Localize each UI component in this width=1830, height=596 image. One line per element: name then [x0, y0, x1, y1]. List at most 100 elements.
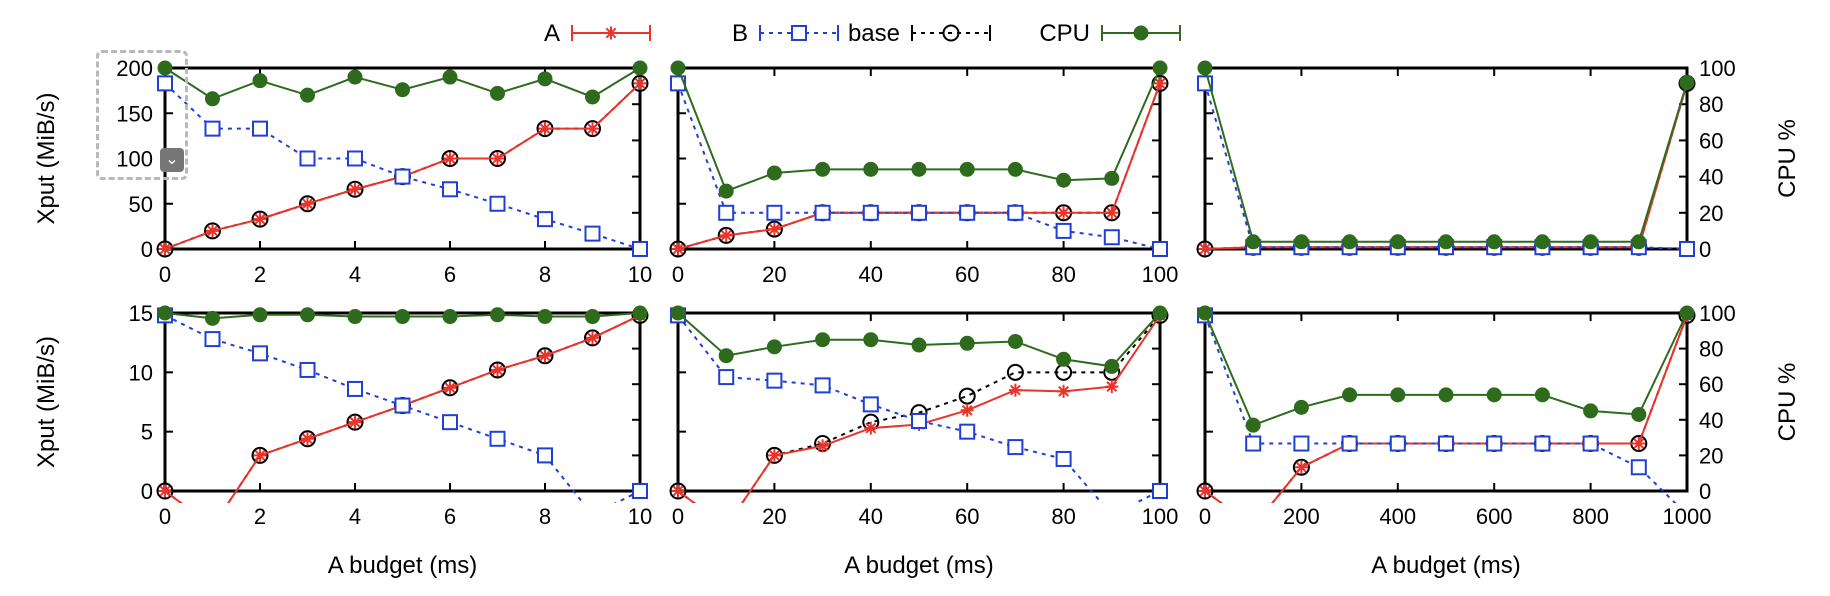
data-point — [815, 332, 831, 348]
y2-axis-title: CPU % — [1774, 119, 1801, 198]
dropdown-overlay[interactable]: ⌄ — [96, 50, 188, 180]
data-point — [1103, 229, 1120, 246]
x-tick-label: 40 — [859, 262, 883, 287]
y-tick-label: 50 — [129, 192, 153, 217]
y2-tick-label: 0 — [1699, 479, 1711, 504]
data-point — [1198, 242, 1212, 256]
y-tick-label: 100 — [116, 147, 153, 172]
y2-tick-label: 40 — [1699, 408, 1723, 433]
data-point — [959, 161, 975, 177]
data-point — [158, 242, 172, 256]
data-point — [911, 337, 927, 353]
x-tick-label: 20 — [762, 504, 786, 529]
series-line — [164, 314, 641, 503]
series-a — [158, 76, 647, 256]
data-point — [633, 76, 647, 90]
series-b — [1197, 75, 1695, 257]
data-point — [1486, 435, 1503, 452]
data-point — [251, 446, 269, 464]
x-tick-label: 0 — [672, 262, 684, 287]
x-tick-label: 10 — [628, 504, 652, 529]
x-tick-label: 8 — [539, 262, 551, 287]
series-line — [1204, 83, 1688, 250]
x-tick-label: 1000 — [1663, 504, 1712, 529]
data-point — [252, 120, 268, 137]
series-line — [1204, 67, 1688, 243]
data-point — [960, 403, 974, 417]
legend-marker — [791, 25, 807, 41]
series-cpu — [1197, 60, 1695, 250]
data-point — [299, 430, 316, 448]
y2-axis-title: CPU % — [1774, 363, 1801, 442]
legend-label: base — [848, 20, 900, 47]
data-point — [205, 91, 220, 107]
data-point — [253, 448, 267, 462]
y2-tick-label: 20 — [1699, 443, 1723, 468]
data-point — [1534, 435, 1551, 452]
data-point — [443, 152, 457, 165]
series-base — [1196, 74, 1696, 258]
legend-item-a: A — [544, 20, 651, 47]
data-point — [816, 439, 830, 453]
x-tick-label: 40 — [859, 504, 883, 529]
data-point — [537, 71, 553, 87]
x-tick-label: 4 — [349, 504, 361, 529]
data-point — [1153, 76, 1167, 90]
data-point — [538, 349, 552, 363]
chevron-down-icon[interactable]: ⌄ — [160, 148, 184, 172]
data-point — [1007, 333, 1023, 349]
data-point — [1486, 234, 1502, 250]
y-tick-label: 0 — [141, 479, 153, 504]
data-point — [1056, 351, 1072, 367]
data-point — [157, 305, 173, 321]
data-point — [299, 195, 316, 213]
y2-tick-label: 0 — [1699, 237, 1711, 262]
data-point — [347, 380, 363, 397]
data-point — [1105, 380, 1119, 394]
data-point — [1057, 206, 1071, 220]
data-point — [491, 363, 504, 377]
data-point — [348, 415, 362, 429]
data-point — [911, 204, 927, 221]
legend-label: CPU — [1039, 20, 1090, 47]
x-tick-label: 6 — [444, 262, 456, 287]
y-axis-title: Xput (MiB/s) — [33, 92, 60, 224]
data-point — [489, 361, 506, 379]
data-point — [1007, 204, 1024, 221]
data-point — [1104, 170, 1120, 186]
data-point — [1293, 435, 1310, 452]
data-point — [911, 412, 927, 429]
data-point — [1679, 305, 1695, 321]
data-point — [1198, 484, 1212, 498]
data-point — [1486, 387, 1502, 403]
x-tick-label: 0 — [672, 504, 684, 529]
data-point — [1630, 459, 1647, 476]
data-point — [1438, 435, 1454, 452]
data-point — [766, 339, 782, 355]
data-point — [814, 377, 831, 394]
series-line — [164, 82, 641, 250]
data-point — [1534, 234, 1550, 250]
data-point — [157, 60, 173, 76]
plot-frame — [676, 66, 1162, 251]
data-point — [718, 348, 734, 364]
panel-r1-c1: 0 20 40 60 80 100 A budget (ms) — [669, 305, 1178, 579]
data-point — [490, 307, 505, 323]
data-point — [767, 448, 781, 462]
data-point — [394, 397, 411, 414]
data-point — [669, 482, 687, 500]
data-point — [1245, 417, 1261, 433]
data-point — [1679, 74, 1695, 90]
data-point — [1245, 435, 1262, 452]
data-point — [1055, 450, 1072, 467]
data-point — [1152, 483, 1168, 499]
data-point — [442, 181, 458, 198]
data-point — [204, 222, 221, 240]
data-point — [585, 89, 600, 105]
x-tick-label: 0 — [159, 504, 171, 529]
x-axis-title: A budget (ms) — [328, 552, 477, 579]
data-point — [443, 381, 457, 395]
data-point — [1342, 387, 1358, 403]
